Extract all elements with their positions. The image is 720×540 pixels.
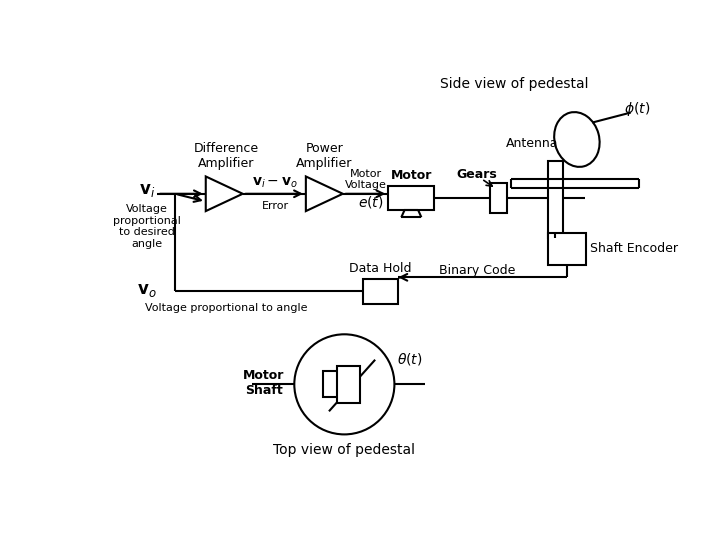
Text: Binary Code: Binary Code [438,264,515,277]
Bar [548,233,586,265]
Text: Shaft Encoder: Shaft Encoder [590,242,678,255]
Text: Voltage proportional to angle: Voltage proportional to angle [145,303,308,313]
Text: Antenna: Antenna [506,137,559,150]
Bar [337,366,360,403]
Text: $\mathbf{v}_{\mathbf{\mathit{i}}}$: $\mathbf{v}_{\mathbf{\mathit{i}}}$ [139,180,156,199]
Text: Voltage
proportional
to desired
angle: Voltage proportional to desired angle [113,204,181,249]
Bar [548,161,563,238]
Text: Data Hold: Data Hold [349,261,412,274]
Text: $\theta(t)$: $\theta(t)$ [397,351,423,367]
Text: Motor
Shaft: Motor Shaft [243,369,284,397]
Text: Side view of pedestal: Side view of pedestal [439,77,588,91]
Text: Power
Amplifier: Power Amplifier [296,141,353,170]
Bar [323,372,340,397]
Text: $\phi(t)$: $\phi(t)$ [624,100,650,118]
Bar [388,186,434,211]
Text: $\mathbf{\mathit{e}}(\mathbf{\mathit{t}})$: $\mathbf{\mathit{e}}(\mathbf{\mathit{t}}… [358,194,383,210]
Text: Motor
Voltage: Motor Voltage [345,168,387,190]
Text: Top view of pedestal: Top view of pedestal [274,443,415,457]
Text: Gears: Gears [456,168,498,181]
Bar [490,183,507,213]
Text: $\mathbf{v}_{\mathbf{\mathit{o}}}$: $\mathbf{v}_{\mathbf{\mathit{o}}}$ [138,281,157,299]
Text: Difference
Amplifier: Difference Amplifier [194,141,259,170]
Text: Error: Error [261,201,289,212]
Bar [363,279,398,303]
Text: Motor: Motor [391,169,432,182]
Text: $\mathbf{v}_{\mathbf{\mathit{i}}}-\mathbf{v}_{\mathbf{\mathit{o}}}$: $\mathbf{v}_{\mathbf{\mathit{i}}}-\mathb… [252,176,298,190]
